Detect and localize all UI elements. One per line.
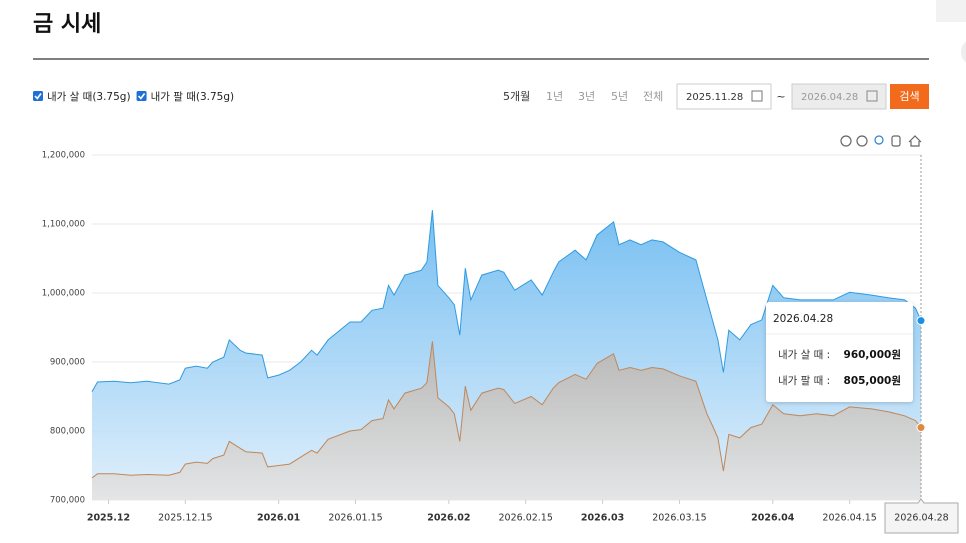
tilde: ~ [776,90,785,103]
date-from: 2025.11.28 [686,92,743,103]
x-tick-label: 2026.03.15 [652,513,706,524]
crosshair-label-box [884,498,959,534]
reset-icon[interactable] [908,135,922,147]
x-tick-label: 2025.12.15 [158,513,212,524]
x-tick-label: 2026.04 [751,513,795,524]
period-tab[interactable]: 5개월 [503,90,530,103]
corner-box [936,0,966,22]
x-tick-label: 2026.01 [257,513,300,524]
period-tab[interactable]: 5년 [611,90,628,103]
hover-dot [916,423,926,433]
x-tick-label: 2025.12 [87,513,130,524]
check-mark [137,93,146,100]
period-tab[interactable]: 3년 [578,90,595,103]
crosshair-label: 2026.04.28 [894,513,948,524]
zoom-out-icon[interactable] [856,135,868,147]
legend-checkbox[interactable] [33,91,43,101]
calendar-icon[interactable] [866,90,878,102]
hover-dot [916,316,926,326]
tooltip-label: 내가 팔 때 : [778,375,830,387]
y-tick-label: 1,000,000 [42,289,85,299]
line [91,210,922,392]
period-tab[interactable]: 전체 [643,90,663,103]
tooltip-value: 960,000원 [844,348,901,361]
plot: 700,000 800,000 900,000 1,000,000 1,100,000 1… [42,151,959,534]
legend-checkbox[interactable] [136,91,147,101]
y-tick-label: 700,000 [50,496,85,506]
tooltip-value: 805,000원 [844,374,901,387]
y-tick-label: 900,000 [50,358,85,368]
x-tick-label: 2026.02 [427,513,470,524]
x-tick-label: 2026.01.15 [328,513,382,524]
y-tick-label: 800,000 [50,427,85,437]
page-title: 금 시세 [33,12,101,37]
tooltip-box [766,302,913,402]
x-tick-label: 2026.03 [581,513,624,524]
tooltip-date: 2026.04.28 [773,313,833,325]
search-button[interactable] [890,84,929,109]
legend: 내가 살 때(3.75g) 내가 팔 때(3.75g) [33,91,234,103]
period-tabs: 5개월 1년 3년 5년 전체 [503,90,663,103]
zoom-in-icon[interactable] [840,135,852,147]
date-to-box[interactable] [791,83,887,110]
period-tab[interactable]: 1년 [546,90,563,103]
line [91,341,922,479]
tooltip-label: 내가 살 때 : [778,349,830,361]
y-tick-label: 1,200,000 [42,151,85,161]
x-tick-label: 2026.02.15 [499,513,553,524]
date-from-box[interactable] [676,83,772,110]
corner-circle [961,41,966,63]
date-to: 2026.04.28 [801,92,858,103]
zoom-select-icon[interactable] [874,135,884,145]
legend-label: 내가 팔 때(3.75g) [151,91,235,103]
zoom-toolbar [840,135,922,147]
area-fill [92,341,921,500]
search-label: 검색 [899,90,919,103]
pan-icon[interactable] [891,135,901,147]
check-mark [34,93,42,100]
y-tick-label: 1,100,000 [42,220,85,230]
calendar-icon[interactable] [751,90,763,102]
legend-label: 내가 살 때(3.75g) [47,91,131,103]
x-tick-label: 2026.04.15 [822,513,876,524]
